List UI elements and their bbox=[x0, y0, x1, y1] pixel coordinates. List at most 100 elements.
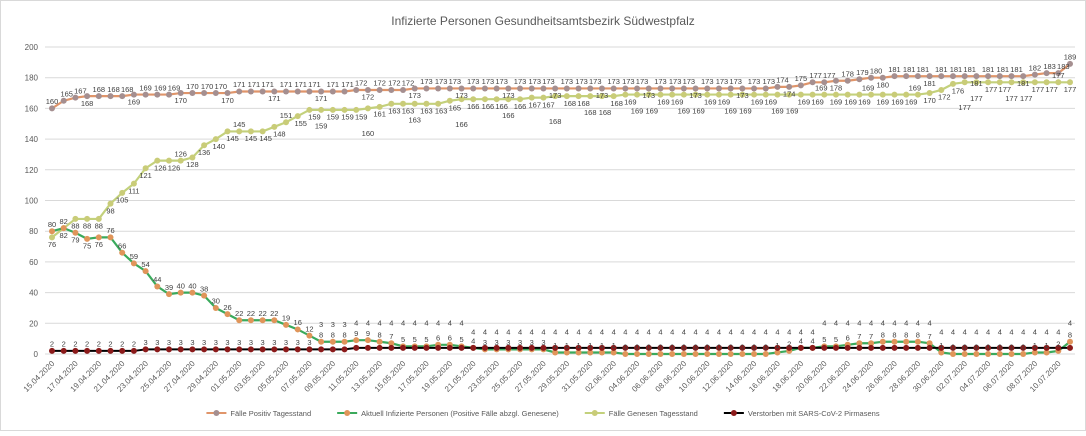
legend-marker-icon bbox=[344, 410, 351, 416]
data-label: 173 bbox=[622, 77, 635, 86]
data-label: 4 bbox=[553, 328, 557, 337]
y-tick-label: 180 bbox=[25, 74, 39, 83]
data-point bbox=[914, 344, 921, 351]
data-label: 172 bbox=[355, 79, 368, 88]
data-point bbox=[318, 106, 325, 113]
data-point bbox=[341, 346, 348, 353]
data-point bbox=[657, 91, 664, 98]
data-point bbox=[177, 157, 184, 164]
data-label: 170 bbox=[221, 96, 234, 105]
data-point bbox=[247, 317, 254, 324]
series-lines bbox=[49, 60, 1073, 357]
data-point bbox=[107, 200, 114, 207]
data-label: 177 bbox=[1005, 94, 1018, 103]
data-point bbox=[704, 344, 711, 351]
data-label: 159 bbox=[315, 122, 328, 131]
data-point bbox=[563, 85, 570, 92]
data-point bbox=[1055, 79, 1062, 86]
data-label: 4 bbox=[483, 328, 487, 337]
legend-item: Verstorben mit SARS-CoV-2 Pirmasens bbox=[723, 409, 880, 418]
data-point bbox=[996, 351, 1003, 357]
data-point bbox=[177, 346, 184, 353]
data-label: 8 bbox=[342, 330, 346, 339]
data-label: 7 bbox=[869, 332, 873, 341]
data-label: 59 bbox=[130, 252, 138, 261]
data-label: 3 bbox=[190, 338, 194, 347]
data-label: 173 bbox=[763, 77, 776, 86]
data-label: 183 bbox=[1057, 62, 1070, 71]
data-point bbox=[353, 337, 360, 344]
data-point bbox=[949, 351, 956, 357]
data-point bbox=[400, 100, 407, 107]
data-point bbox=[119, 249, 126, 256]
data-label: 169 bbox=[905, 97, 918, 106]
data-point bbox=[481, 85, 488, 92]
data-label: 166 bbox=[514, 102, 527, 111]
data-label: 4 bbox=[799, 337, 803, 346]
data-label: 2 bbox=[50, 340, 54, 349]
data-point bbox=[844, 77, 851, 84]
data-point bbox=[914, 338, 921, 345]
data-point bbox=[517, 96, 524, 103]
data-point bbox=[868, 91, 875, 98]
data-point bbox=[587, 349, 594, 356]
data-point bbox=[926, 340, 933, 347]
data-label: 163 bbox=[402, 106, 415, 115]
data-point bbox=[598, 344, 605, 351]
data-label: 159 bbox=[341, 113, 354, 122]
data-point bbox=[692, 351, 699, 357]
data-point bbox=[1067, 338, 1073, 345]
data-point bbox=[1020, 344, 1027, 351]
data-point bbox=[177, 90, 184, 97]
data-point bbox=[166, 157, 173, 164]
data-label: 173 bbox=[455, 91, 468, 100]
data-point bbox=[212, 304, 219, 311]
data-point bbox=[1043, 349, 1050, 356]
data-point bbox=[306, 332, 313, 339]
data-point bbox=[809, 79, 816, 86]
data-label: 4 bbox=[354, 319, 358, 328]
data-point bbox=[540, 344, 547, 351]
data-label: 3 bbox=[179, 338, 183, 347]
data-label: 177 bbox=[823, 71, 836, 80]
series-line bbox=[51, 226, 1071, 356]
data-point bbox=[844, 91, 851, 98]
data-point bbox=[751, 85, 758, 92]
data-point bbox=[669, 344, 676, 351]
data-point bbox=[903, 338, 910, 345]
data-point bbox=[797, 82, 804, 89]
data-point bbox=[926, 90, 933, 97]
data-label: 3 bbox=[167, 338, 171, 347]
data-point bbox=[107, 347, 114, 354]
data-point bbox=[1008, 79, 1015, 86]
data-label: 2 bbox=[108, 340, 112, 349]
data-label: 170 bbox=[201, 82, 214, 91]
data-point bbox=[95, 234, 102, 241]
data-point bbox=[119, 347, 126, 354]
data-point bbox=[49, 105, 55, 112]
series-line bbox=[51, 63, 1071, 110]
data-point bbox=[949, 80, 956, 87]
data-label: 171 bbox=[248, 80, 261, 89]
data-point bbox=[856, 76, 863, 83]
data-point bbox=[271, 317, 278, 324]
data-label: 145 bbox=[233, 120, 246, 129]
data-point bbox=[470, 85, 477, 92]
data-point bbox=[470, 344, 477, 351]
data-point bbox=[364, 344, 371, 351]
data-label: 4 bbox=[717, 328, 721, 337]
data-label: 1 bbox=[588, 341, 592, 350]
data-point bbox=[189, 154, 196, 161]
data-point bbox=[458, 85, 465, 92]
data-point bbox=[832, 344, 839, 351]
data-point bbox=[212, 136, 219, 143]
data-label: 0 bbox=[658, 343, 662, 352]
data-label: 169 bbox=[128, 97, 141, 106]
data-point bbox=[388, 344, 395, 351]
data-point bbox=[423, 85, 430, 92]
data-point bbox=[996, 79, 1003, 86]
data-label: 38 bbox=[200, 284, 208, 293]
data-label: 82 bbox=[60, 231, 68, 240]
data-label: 169 bbox=[704, 97, 717, 106]
data-label: 4 bbox=[588, 328, 592, 337]
